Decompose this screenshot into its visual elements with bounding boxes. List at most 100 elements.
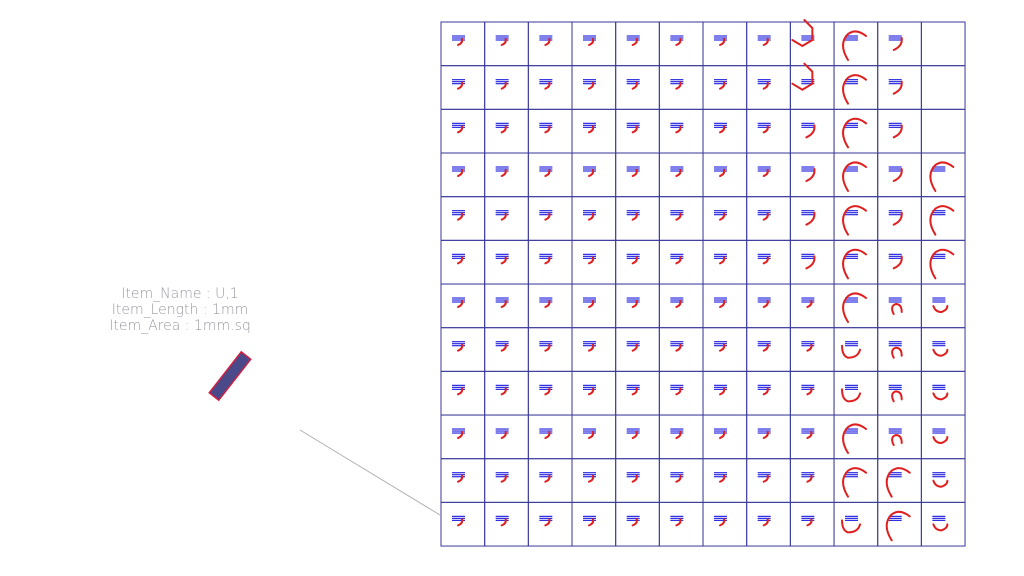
grid-cell[interactable] — [484, 152, 529, 198]
grid-cell[interactable] — [746, 196, 791, 241]
grid-cell[interactable] — [746, 108, 791, 154]
grid-cell[interactable] — [527, 458, 573, 503]
grid-cell[interactable] — [833, 370, 879, 416]
grid-cell[interactable] — [920, 458, 966, 503]
grid-cell[interactable] — [920, 501, 966, 547]
grid-cell[interactable] — [877, 414, 922, 460]
grid-cell[interactable] — [789, 19, 835, 67]
grid-cell[interactable] — [746, 239, 791, 285]
grid-cell[interactable] — [833, 108, 879, 154]
grid-cell[interactable] — [658, 458, 704, 503]
grid-cell[interactable] — [702, 152, 748, 198]
grid-cell[interactable] — [658, 414, 704, 460]
grid-cell[interactable] — [920, 21, 966, 67]
grid-cell[interactable] — [527, 108, 573, 154]
grid-cell[interactable] — [658, 327, 704, 372]
grid-cell[interactable] — [440, 21, 486, 67]
grid-cell[interactable] — [877, 108, 922, 154]
grid-cell[interactable] — [920, 196, 966, 241]
grid-cell[interactable] — [702, 327, 748, 372]
grid-cell[interactable] — [658, 108, 704, 154]
grid-cell[interactable] — [658, 501, 704, 547]
grid-cell[interactable] — [440, 414, 486, 460]
grid-cell[interactable] — [920, 65, 966, 110]
grid-cell[interactable] — [746, 327, 791, 372]
grid-cell[interactable] — [746, 283, 791, 329]
grid-cell[interactable] — [833, 414, 879, 460]
grid-cell[interactable] — [877, 370, 922, 416]
grid-cell[interactable] — [789, 501, 835, 547]
grid-cell[interactable] — [920, 152, 966, 198]
grid-cell[interactable] — [789, 62, 835, 110]
grid-cell[interactable] — [484, 414, 529, 460]
grid-cell[interactable] — [571, 283, 617, 329]
grid-cell[interactable] — [702, 283, 748, 329]
grid-cell[interactable] — [877, 21, 922, 67]
grid-cell[interactable] — [571, 414, 617, 460]
grid-cell[interactable] — [702, 239, 748, 285]
grid-cell[interactable] — [746, 65, 791, 110]
grid-cell[interactable] — [615, 196, 660, 241]
grid-cell[interactable] — [527, 501, 573, 547]
grid-cell[interactable] — [527, 327, 573, 372]
grid-cell[interactable] — [484, 283, 529, 329]
grid-cell[interactable] — [877, 65, 922, 110]
grid-cell[interactable] — [877, 458, 922, 503]
grid-cell[interactable] — [440, 152, 486, 198]
grid-cell[interactable] — [484, 108, 529, 154]
grid-cell[interactable] — [789, 327, 835, 372]
grid-cell[interactable] — [615, 501, 660, 547]
grid-cell[interactable] — [484, 239, 529, 285]
item-preview-shape[interactable] — [208, 350, 252, 402]
grid-cell[interactable] — [920, 283, 966, 329]
grid-cell[interactable] — [658, 196, 704, 241]
grid-cell[interactable] — [877, 327, 922, 372]
grid-cell[interactable] — [615, 65, 660, 110]
grid-cell[interactable] — [789, 196, 835, 241]
grid-cell[interactable] — [833, 65, 879, 110]
grid-cell[interactable] — [833, 21, 879, 67]
grid-cell[interactable] — [571, 21, 617, 67]
grid-cell[interactable] — [833, 152, 879, 198]
grid-cell[interactable] — [484, 327, 529, 372]
grid-cell[interactable] — [702, 414, 748, 460]
grid-cell[interactable] — [658, 370, 704, 416]
grid-cell[interactable] — [527, 65, 573, 110]
grid-cell[interactable] — [484, 196, 529, 241]
grid-cell[interactable] — [702, 370, 748, 416]
grid-cell[interactable] — [440, 239, 486, 285]
grid-cell[interactable] — [833, 501, 879, 547]
grid-cell[interactable] — [484, 458, 529, 503]
grid-cell[interactable] — [615, 327, 660, 372]
grid-cell[interactable] — [571, 152, 617, 198]
grid-cell[interactable] — [658, 152, 704, 198]
grid-cell[interactable] — [571, 196, 617, 241]
grid-cell[interactable] — [571, 239, 617, 285]
grid-cell[interactable] — [746, 152, 791, 198]
grid-cell[interactable] — [702, 501, 748, 547]
grid-cell[interactable] — [833, 458, 879, 503]
grid-cell[interactable] — [484, 501, 529, 547]
grid-cell[interactable] — [789, 414, 835, 460]
grid-cell[interactable] — [527, 370, 573, 416]
grid-cell[interactable] — [789, 370, 835, 416]
grid-cell[interactable] — [615, 414, 660, 460]
grid-cell[interactable] — [877, 152, 922, 198]
grid-cell[interactable] — [702, 65, 748, 110]
grid-cell[interactable] — [920, 239, 966, 285]
grid-cell[interactable] — [440, 501, 486, 547]
grid-cell[interactable] — [615, 239, 660, 285]
grid-cell[interactable] — [440, 196, 486, 241]
grid-cell[interactable] — [877, 196, 922, 241]
grid-cell[interactable] — [746, 501, 791, 547]
grid-cell[interactable] — [571, 327, 617, 372]
grid-cell[interactable] — [658, 21, 704, 67]
grid-cell[interactable] — [440, 65, 486, 110]
grid-cell[interactable] — [484, 21, 529, 67]
grid-cell[interactable] — [702, 21, 748, 67]
grid-cell[interactable] — [702, 108, 748, 154]
grid-cell[interactable] — [920, 370, 966, 416]
grid-cell[interactable] — [658, 283, 704, 329]
grid-cell[interactable] — [527, 21, 573, 67]
grid-cell[interactable] — [440, 370, 486, 416]
